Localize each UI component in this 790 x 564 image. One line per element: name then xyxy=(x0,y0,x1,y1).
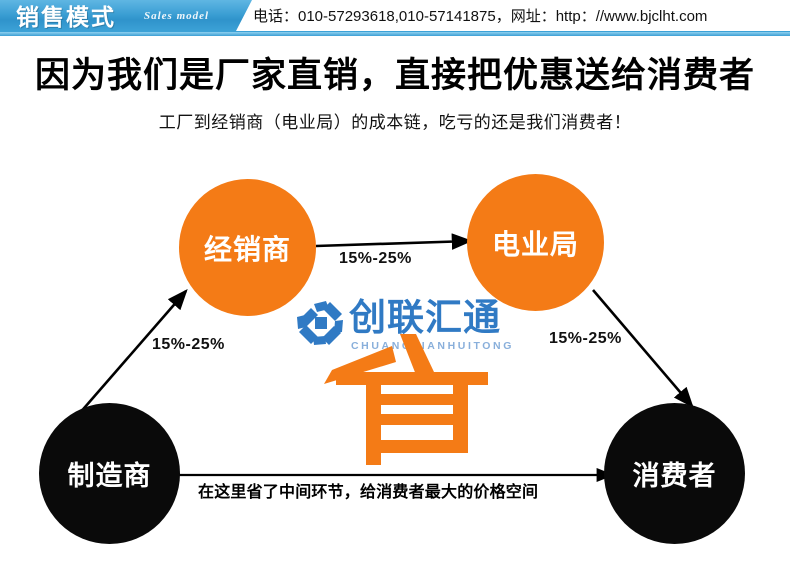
header-title-english: Sales model xyxy=(144,10,210,22)
page-subtitle: 工厂到经销商（电业局）的成本链，吃亏的还是我们消费者！ xyxy=(158,113,632,132)
edge-label-bureau-to-consumer: 15%-25% xyxy=(549,330,622,347)
edge-dealer-to-bureau xyxy=(315,233,473,250)
header-underline xyxy=(0,32,790,36)
node-manufacturer: 制造商 xyxy=(39,403,180,544)
node-consumer-label: 消费者 xyxy=(632,461,717,491)
node-consumer: 消费者 xyxy=(604,403,745,544)
edge-manufacturer-to-dealer xyxy=(71,289,188,423)
node-dealer: 经销商 xyxy=(179,179,316,316)
edge-bureau-to-consumer xyxy=(592,289,694,408)
header-contact-info: 电话：010-57293618,010-57141875，网址：http：//w… xyxy=(253,8,708,25)
page-title: 因为我们是厂家直销，直接把优惠送给消费者 xyxy=(34,56,755,95)
brand-name-chinese: 创联汇通 xyxy=(349,297,501,338)
header-wedge-divider xyxy=(236,0,790,31)
edge-label-manufacturer-to-dealer: 15%-25% xyxy=(152,336,225,353)
node-dealer-label: 经销商 xyxy=(203,233,291,265)
header-title-chinese: 销售模式 xyxy=(16,4,116,30)
node-power-bureau-label: 电业局 xyxy=(491,228,579,260)
edge-label-manufacturer-to-consumer: 在这里省了中间环节，给消费者最大的价格空间 xyxy=(198,484,539,501)
header-bar: 销售模式 Sales model 电话：010-57293618,010-571… xyxy=(0,0,790,36)
node-power-bureau: 电业局 xyxy=(467,174,604,311)
diagram-edges xyxy=(71,233,694,483)
save-stamp-character xyxy=(324,334,488,465)
cost-chain-diagram: 经销商 电业局 制造商 消费者 15%-25% 15%-25% 15%-25% … xyxy=(0,150,790,564)
node-manufacturer-label: 制造商 xyxy=(67,461,152,491)
brand-logo-icon xyxy=(297,301,343,345)
edge-label-dealer-to-bureau: 15%-25% xyxy=(339,250,412,267)
brand-watermark: 创联汇通 CHUANGLIANHUITONG xyxy=(297,297,511,368)
